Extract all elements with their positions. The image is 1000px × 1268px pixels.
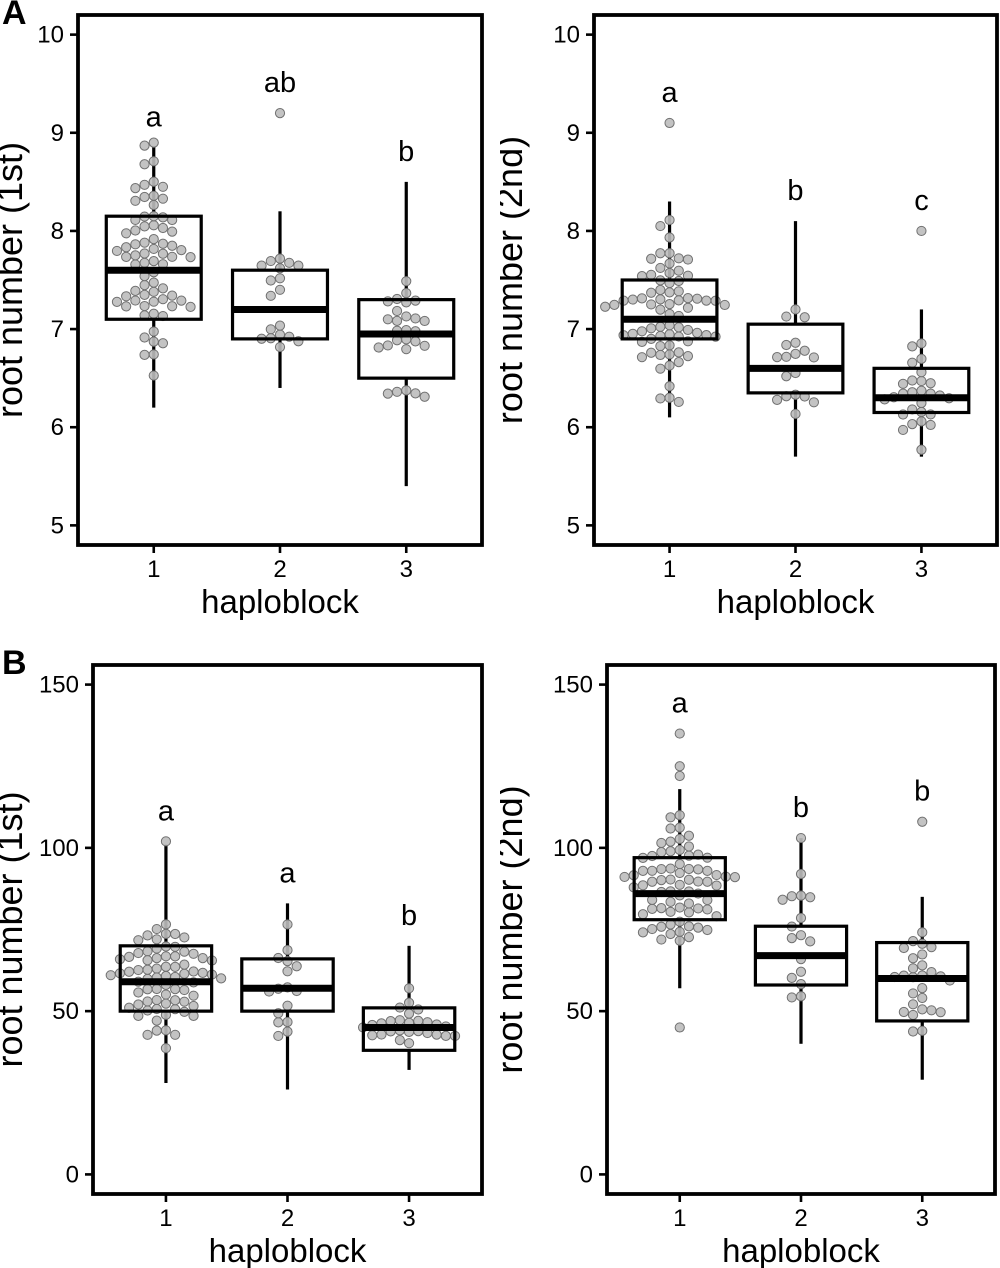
svg-text:50: 50 — [566, 998, 593, 1025]
svg-text:100: 100 — [39, 835, 79, 862]
svg-text:6: 6 — [567, 414, 580, 441]
svg-text:2: 2 — [273, 556, 286, 583]
svg-text:c: c — [914, 185, 929, 217]
svg-text:9: 9 — [567, 120, 580, 147]
svg-text:b: b — [793, 792, 809, 824]
svg-text:haploblock: haploblock — [201, 583, 359, 620]
svg-text:3: 3 — [915, 556, 928, 583]
svg-text:b: b — [787, 175, 803, 207]
svg-text:b: b — [398, 136, 414, 168]
svg-text:150: 150 — [553, 672, 593, 699]
svg-text:2: 2 — [794, 1205, 807, 1232]
svg-text:0: 0 — [580, 1161, 593, 1188]
svg-text:a: a — [672, 688, 689, 720]
svg-text:a: a — [146, 102, 163, 134]
svg-text:5: 5 — [51, 512, 64, 539]
svg-text:A: A — [2, 0, 27, 32]
svg-text:5: 5 — [567, 512, 580, 539]
svg-text:ab: ab — [264, 67, 296, 99]
svg-text:8: 8 — [567, 218, 580, 245]
svg-text:7: 7 — [567, 316, 580, 343]
svg-text:a: a — [279, 857, 296, 889]
svg-text:a: a — [661, 77, 678, 109]
svg-text:a: a — [158, 795, 175, 827]
svg-text:6: 6 — [51, 414, 64, 441]
svg-text:1: 1 — [663, 556, 676, 583]
svg-text:haploblock: haploblock — [722, 1232, 880, 1268]
svg-text:50: 50 — [52, 998, 79, 1025]
svg-text:9: 9 — [51, 120, 64, 147]
svg-text:root number (1st): root number (1st) — [0, 791, 30, 1067]
svg-text:root number (1st): root number (1st) — [0, 142, 30, 418]
svg-text:7: 7 — [51, 316, 64, 343]
svg-text:100: 100 — [553, 835, 593, 862]
svg-text:1: 1 — [673, 1205, 686, 1232]
svg-text:3: 3 — [402, 1205, 415, 1232]
svg-text:b: b — [914, 776, 930, 808]
svg-text:3: 3 — [400, 556, 413, 583]
svg-text:haploblock: haploblock — [209, 1232, 367, 1268]
svg-text:haploblock: haploblock — [717, 583, 875, 620]
svg-text:B: B — [2, 644, 27, 682]
svg-text:10: 10 — [37, 22, 64, 49]
svg-text:2: 2 — [281, 1205, 294, 1232]
svg-text:1: 1 — [147, 556, 160, 583]
svg-text:root number (2nd): root number (2nd) — [500, 785, 530, 1073]
svg-text:0: 0 — [66, 1161, 79, 1188]
svg-text:root number (2nd): root number (2nd) — [500, 136, 530, 424]
svg-text:3: 3 — [916, 1205, 929, 1232]
svg-text:1: 1 — [159, 1205, 172, 1232]
svg-text:b: b — [401, 900, 417, 932]
svg-text:8: 8 — [51, 218, 64, 245]
svg-text:2: 2 — [789, 556, 802, 583]
svg-text:150: 150 — [39, 672, 79, 699]
svg-text:10: 10 — [553, 22, 580, 49]
